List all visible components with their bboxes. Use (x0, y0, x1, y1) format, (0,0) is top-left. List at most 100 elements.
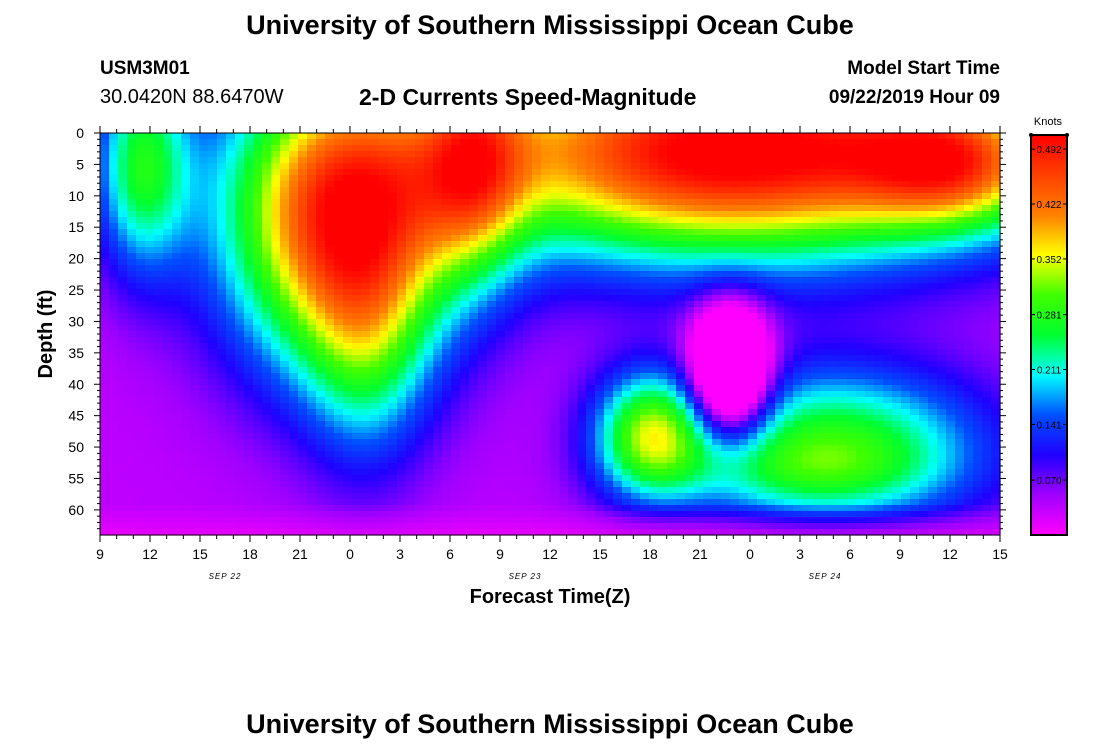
heatmap-cell (667, 361, 677, 368)
heatmap-cell (208, 259, 218, 266)
heatmap-cell (766, 241, 776, 248)
heatmap-cell (424, 397, 434, 404)
heatmap-cell (496, 151, 506, 158)
heatmap-cell (136, 229, 146, 236)
heatmap-cell (991, 163, 1001, 170)
heatmap-cell (109, 235, 119, 242)
heatmap-cell (451, 193, 461, 200)
heatmap-cell (568, 289, 578, 296)
heatmap-cell (154, 151, 164, 158)
heatmap-cell (163, 163, 173, 170)
heatmap-cell (100, 277, 110, 284)
heatmap-cell (631, 223, 641, 230)
heatmap-cell (118, 241, 128, 248)
heatmap-cell (109, 253, 119, 260)
heatmap-cell (793, 301, 803, 308)
heatmap-cell (784, 199, 794, 206)
heatmap-cell (811, 343, 821, 350)
heatmap-cell (847, 343, 857, 350)
heatmap-cell (550, 349, 560, 356)
heatmap-cell (748, 151, 758, 158)
heatmap-cell (712, 427, 722, 434)
heatmap-cell (568, 163, 578, 170)
heatmap-cell (568, 337, 578, 344)
heatmap-cell (433, 175, 443, 182)
heatmap-cell (235, 379, 245, 386)
heatmap-cell (730, 391, 740, 398)
heatmap-cell (964, 217, 974, 224)
heatmap-cell (352, 277, 362, 284)
heatmap-cell (289, 175, 299, 182)
heatmap-cell (631, 349, 641, 356)
heatmap-cell (883, 319, 893, 326)
heatmap-cell (244, 373, 254, 380)
heatmap-cell (136, 337, 146, 344)
heatmap-cell (892, 391, 902, 398)
heatmap-cell (766, 415, 776, 422)
heatmap-cell (406, 397, 416, 404)
heatmap-cell (910, 157, 920, 164)
heatmap-cell (865, 145, 875, 152)
heatmap-cell (208, 229, 218, 236)
heatmap-cell (406, 403, 416, 410)
heatmap-cell (766, 355, 776, 362)
heatmap-cell (235, 241, 245, 248)
heatmap-cell (370, 427, 380, 434)
heatmap-cell (424, 193, 434, 200)
heatmap-cell (541, 361, 551, 368)
heatmap-cell (595, 313, 605, 320)
heatmap-cell (811, 151, 821, 158)
heatmap-cell (370, 229, 380, 236)
heatmap-cell (982, 289, 992, 296)
heatmap-cell (982, 163, 992, 170)
heatmap-cell (964, 379, 974, 386)
heatmap-cell (298, 235, 308, 242)
heatmap-cell (181, 145, 191, 152)
heatmap-cell (559, 331, 569, 338)
heatmap-cell (217, 151, 227, 158)
heatmap-cell (379, 367, 389, 374)
heatmap-cell (334, 193, 344, 200)
heatmap-cell (622, 175, 632, 182)
heatmap-cell (856, 169, 866, 176)
heatmap-cell (307, 373, 317, 380)
heatmap-cell (406, 307, 416, 314)
heatmap-cell (307, 385, 317, 392)
heatmap-cell (397, 319, 407, 326)
heatmap-cell (307, 319, 317, 326)
heatmap-cell (640, 403, 650, 410)
heatmap-cell (532, 151, 542, 158)
heatmap-cell (469, 259, 479, 266)
heatmap-cell (640, 307, 650, 314)
heatmap-cell (847, 241, 857, 248)
heatmap-cell (757, 355, 767, 362)
heatmap-cell (946, 217, 956, 224)
heatmap-cell (370, 193, 380, 200)
heatmap-cell (118, 277, 128, 284)
heatmap-cell (739, 169, 749, 176)
heatmap-cell (550, 391, 560, 398)
heatmap-cell (658, 193, 668, 200)
heatmap-cell (496, 325, 506, 332)
heatmap-cell (739, 247, 749, 254)
heatmap-cell (109, 373, 119, 380)
heatmap-cell (334, 199, 344, 206)
heatmap-cell (532, 385, 542, 392)
heatmap-cell (271, 415, 281, 422)
heatmap-cell (181, 217, 191, 224)
heatmap-cell (190, 151, 200, 158)
heatmap-cell (424, 163, 434, 170)
heatmap-cell (802, 325, 812, 332)
heatmap-cell (748, 157, 758, 164)
heatmap-cell (901, 151, 911, 158)
heatmap-cell (127, 229, 137, 236)
heatmap-cell (811, 421, 821, 428)
heatmap-cell (937, 325, 947, 332)
heatmap-cell (352, 331, 362, 338)
heatmap-cell (685, 289, 695, 296)
heatmap-cell (757, 331, 767, 338)
heatmap-cell (307, 295, 317, 302)
heatmap-cell (820, 289, 830, 296)
heatmap-cell (874, 157, 884, 164)
heatmap-cell (334, 313, 344, 320)
